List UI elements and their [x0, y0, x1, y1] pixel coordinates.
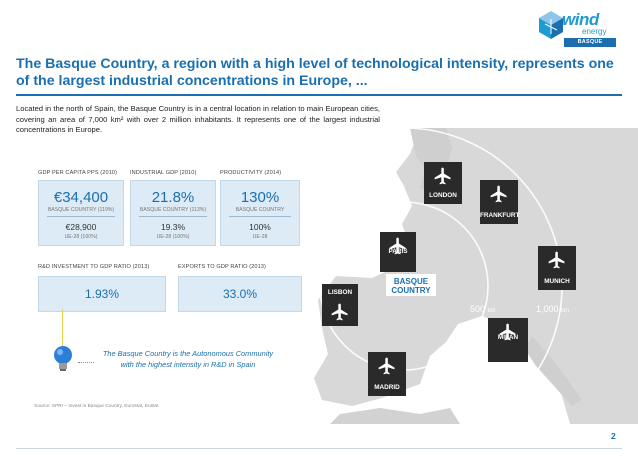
wind-energy-logo: wind energy BASQUE COUNTRY	[538, 10, 618, 54]
lightbulb-icon	[54, 346, 72, 371]
kpi-productivity-label: PRODUCTIVITY (2014)	[220, 170, 282, 176]
ring-1000-label: 1,000 km	[536, 304, 569, 314]
kpi-rnd-value: 1.93%	[84, 287, 120, 301]
page-number: 2	[611, 431, 616, 441]
kpi-exports-label: EXPORTS TO GDP RATIO (2013)	[178, 264, 266, 270]
city-tile-munich: MUNICH	[538, 246, 576, 290]
kpi-industrial-sub2: UE-28 (100%)	[156, 234, 190, 240]
source-note: Source: SPRI – Invest in Basque Country,…	[34, 404, 159, 409]
center-label-line2: COUNTRY	[391, 286, 431, 295]
slide-title: The Basque Country, a region with a high…	[16, 56, 614, 89]
kpi-gdp-sub: BASQUE COUNTRY (119%)	[47, 207, 115, 213]
kpi-industrial-label: INDUSTRIAL GDP (2010)	[130, 170, 197, 176]
airplane-icon	[490, 185, 507, 203]
kpi-rnd-box: 1.93%	[38, 276, 166, 312]
kpi-industrial-box: 21.8% BASQUE COUNTRY (113%) 19.3% UE-28 …	[130, 180, 216, 246]
intro-paragraph: Located in the north of Spain, the Basqu…	[16, 104, 380, 134]
city-tile-lisbon: LISBON	[322, 284, 358, 326]
kpi-exports-box: 33.0%	[178, 276, 302, 312]
kpi-gdp-label: GDP PER CAPITA PPS (2010)	[38, 170, 118, 176]
kpi-productivity-box: 130% BASQUE COUNTRY 100% UE-28	[220, 180, 300, 246]
basque-country-badge	[386, 274, 436, 296]
kpi-gdp-box: €34,400 BASQUE COUNTRY (119%) €28,900 UE…	[38, 180, 124, 246]
wind-energy-cube-icon	[539, 11, 563, 39]
kpi-industrial-value2: 19.3%	[160, 222, 186, 232]
logo-energy-text: energy	[582, 27, 607, 36]
kpi-industrial-sub: BASQUE COUNTRY (113%)	[139, 207, 207, 213]
kpi-productivity-sub2: UE-28	[252, 234, 268, 240]
title-divider	[16, 94, 622, 96]
city-tile-london: LONDON	[424, 162, 462, 204]
airplane-icon	[389, 237, 406, 255]
city-label: LONDON	[429, 192, 457, 199]
italy-landmass	[524, 336, 582, 406]
rnd-quote: The Basque Country is the Autonomous Com…	[102, 349, 274, 369]
city-label: MUNICH	[544, 278, 570, 285]
city-label: PARIS	[388, 248, 408, 255]
city-tile-madrid: MADRID	[368, 352, 406, 396]
city-label: MADRID	[374, 384, 400, 391]
logo-basque-bar: BASQUE COUNTRY	[564, 38, 616, 54]
kpi-productivity-value2: 100%	[249, 222, 271, 232]
kpi-gdp-sub2: UE-28 (100%)	[64, 234, 98, 240]
city-label: MILAN	[497, 334, 519, 341]
city-tile-milan: MILAN	[488, 318, 528, 362]
airplane-icon	[378, 357, 395, 375]
kpi-industrial-main: 21.8%	[151, 189, 195, 206]
kpi-gdp-value2: €28,900	[65, 222, 97, 232]
airplane-icon	[331, 303, 348, 321]
bottom-divider	[16, 448, 622, 449]
land-mass	[314, 128, 638, 424]
city-label: LISBON	[327, 289, 353, 296]
airplane-icon	[434, 167, 451, 185]
quote-connector	[78, 362, 94, 363]
city-tile-frankfurt: FRANKFURT	[480, 180, 520, 224]
logo-wind-text: wind	[562, 10, 599, 29]
airplane-icon	[499, 323, 516, 341]
bulb-connector	[62, 309, 63, 349]
city-label: FRANKFURT	[480, 212, 520, 219]
kpi-productivity-main: 130%	[240, 189, 280, 206]
airplane-icon	[548, 251, 565, 269]
kpi-rnd-label: R&D INVESTMENT TO GDP RATIO (2013)	[38, 264, 150, 270]
center-label-line1: BASQUE	[394, 277, 429, 286]
africa-landmass	[330, 408, 460, 424]
kpi-exports-value: 33.0%	[222, 287, 258, 301]
ring-500-label: 500 km	[470, 304, 496, 314]
city-tile-paris: PARIS	[380, 232, 416, 272]
kpi-productivity-sub: BASQUE COUNTRY	[235, 207, 285, 213]
kpi-gdp-main: €34,400	[53, 189, 109, 206]
